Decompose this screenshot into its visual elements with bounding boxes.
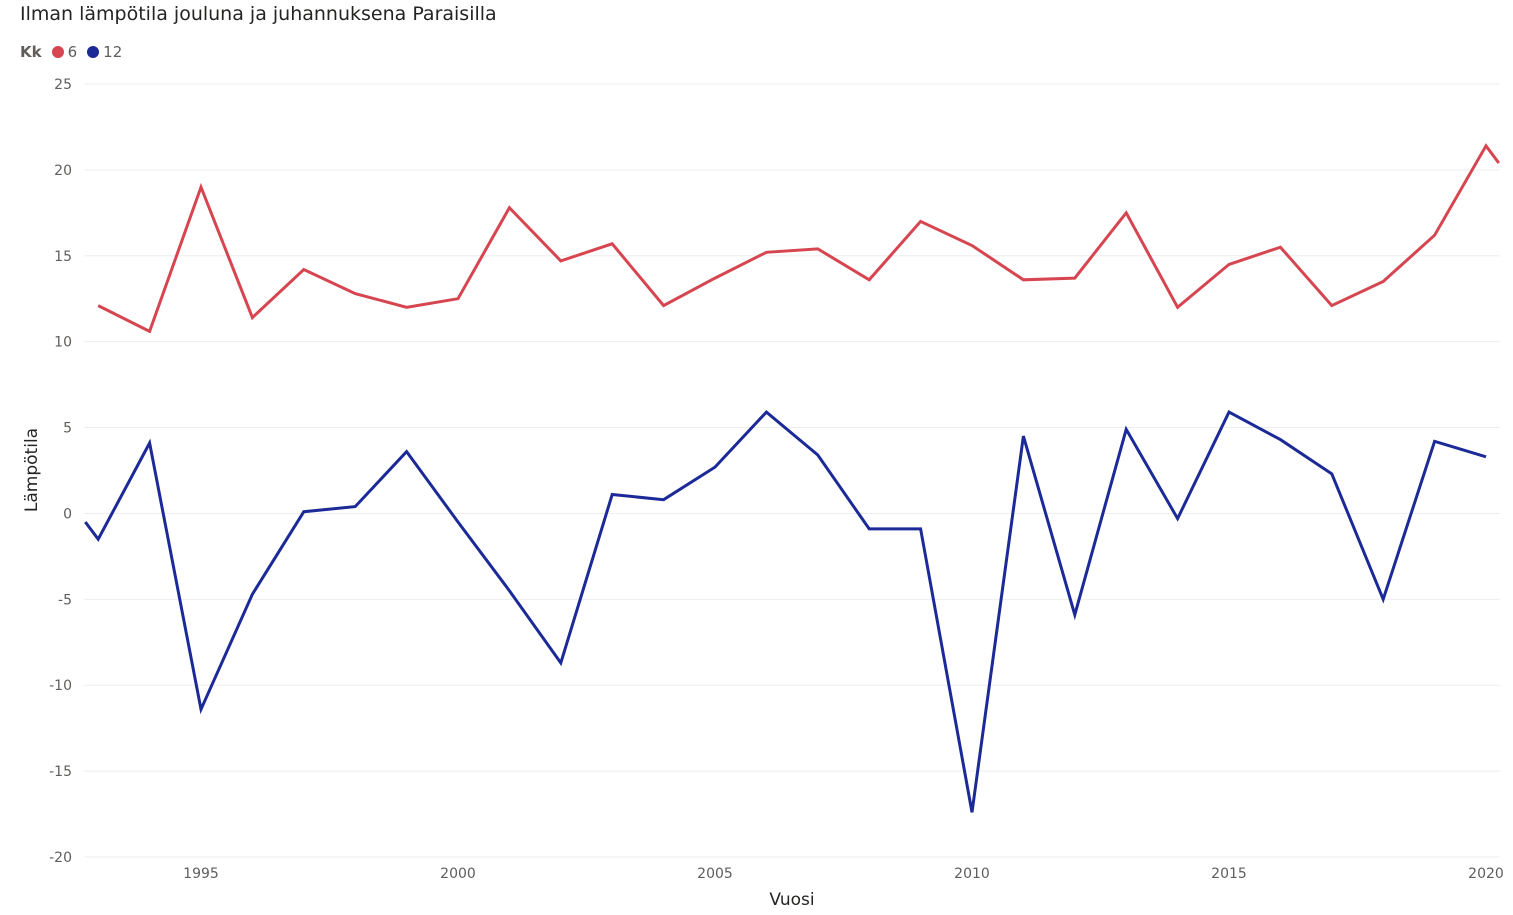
chart-title: Ilman lämpötila jouluna ja juhannuksena … bbox=[20, 3, 497, 25]
series-line-6[interactable] bbox=[97, 143, 1501, 334]
x-axis-ticks: 1995 2000 2005 2010 2015 2020 bbox=[183, 866, 1504, 882]
legend-dot-6 bbox=[51, 46, 64, 58]
series-lines bbox=[84, 143, 1501, 813]
legend-label-12: 12 bbox=[103, 43, 123, 61]
y-tick-label: -10 bbox=[49, 678, 72, 694]
x-axis-title: Vuosi bbox=[769, 890, 814, 910]
legend-title: Kk bbox=[20, 43, 42, 61]
y-tick-label: 25 bbox=[54, 77, 72, 93]
legend-item-12[interactable]: 12 bbox=[87, 43, 122, 61]
y-tick-label: 20 bbox=[54, 163, 72, 179]
legend-item-6[interactable]: 6 bbox=[51, 43, 78, 61]
gridlines bbox=[84, 83, 1500, 858]
y-tick-label: -20 bbox=[49, 850, 72, 866]
y-axis-ticks: 25 20 15 10 5 0 -5 -10 -15 -20 bbox=[49, 77, 72, 866]
legend: Kk 6 12 bbox=[20, 43, 132, 61]
x-tick-label: 2005 bbox=[697, 866, 733, 882]
x-tick-label: 2020 bbox=[1468, 866, 1504, 882]
y-tick-label: -15 bbox=[49, 764, 72, 780]
y-tick-label: 10 bbox=[54, 335, 72, 351]
y-tick-label: -5 bbox=[58, 592, 72, 608]
series-line-12[interactable] bbox=[84, 410, 1487, 813]
y-tick-label: 5 bbox=[63, 421, 72, 437]
y-tick-label: 15 bbox=[54, 249, 72, 265]
y-axis-title: Lämpötila bbox=[22, 428, 42, 512]
legend-dot-12 bbox=[87, 46, 100, 58]
legend-label-6: 6 bbox=[67, 43, 78, 61]
x-tick-label: 1995 bbox=[183, 866, 219, 882]
x-tick-label: 2010 bbox=[954, 866, 990, 882]
y-tick-label: 0 bbox=[63, 506, 72, 522]
x-tick-label: 2000 bbox=[440, 866, 476, 882]
x-tick-label: 2015 bbox=[1211, 866, 1247, 882]
